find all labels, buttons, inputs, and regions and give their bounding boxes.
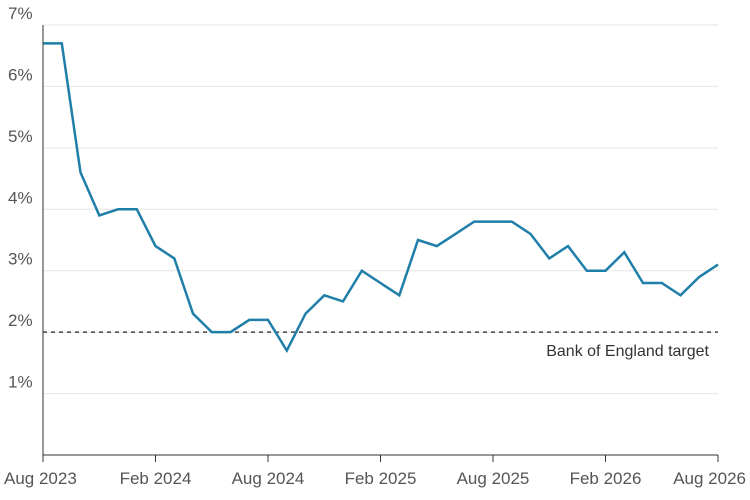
y-tick-label: 1% [8, 373, 33, 392]
series-group [42, 42, 719, 354]
target-annotation: Bank of England target [546, 343, 709, 360]
y-tick-label: 6% [8, 65, 33, 84]
series-line [43, 42, 719, 354]
y-tick-label: 5% [8, 127, 33, 146]
x-tick-label: Aug 2026 [673, 469, 746, 488]
x-tick-label: Feb 2026 [570, 469, 642, 488]
y-tick-label: 4% [8, 188, 33, 207]
reference-line-group: Bank of England target [43, 331, 718, 360]
gridlines [43, 24, 718, 395]
axes: 1% 2% 3% 4% 5% 6% 7% Aug 2023 Feb 2024 Aug 2024 Fe… [4, 4, 746, 488]
x-tick-label: Feb 2025 [345, 469, 417, 488]
y-tick-label: 7% [8, 4, 33, 23]
x-tick-label: Aug 2023 [4, 469, 77, 488]
y-tick-label: 2% [8, 311, 33, 330]
x-tick-label: Aug 2024 [232, 469, 305, 488]
x-tick-label: Aug 2025 [457, 469, 530, 488]
x-tick-label: Feb 2024 [120, 469, 192, 488]
y-tick-label: 3% [8, 250, 33, 269]
